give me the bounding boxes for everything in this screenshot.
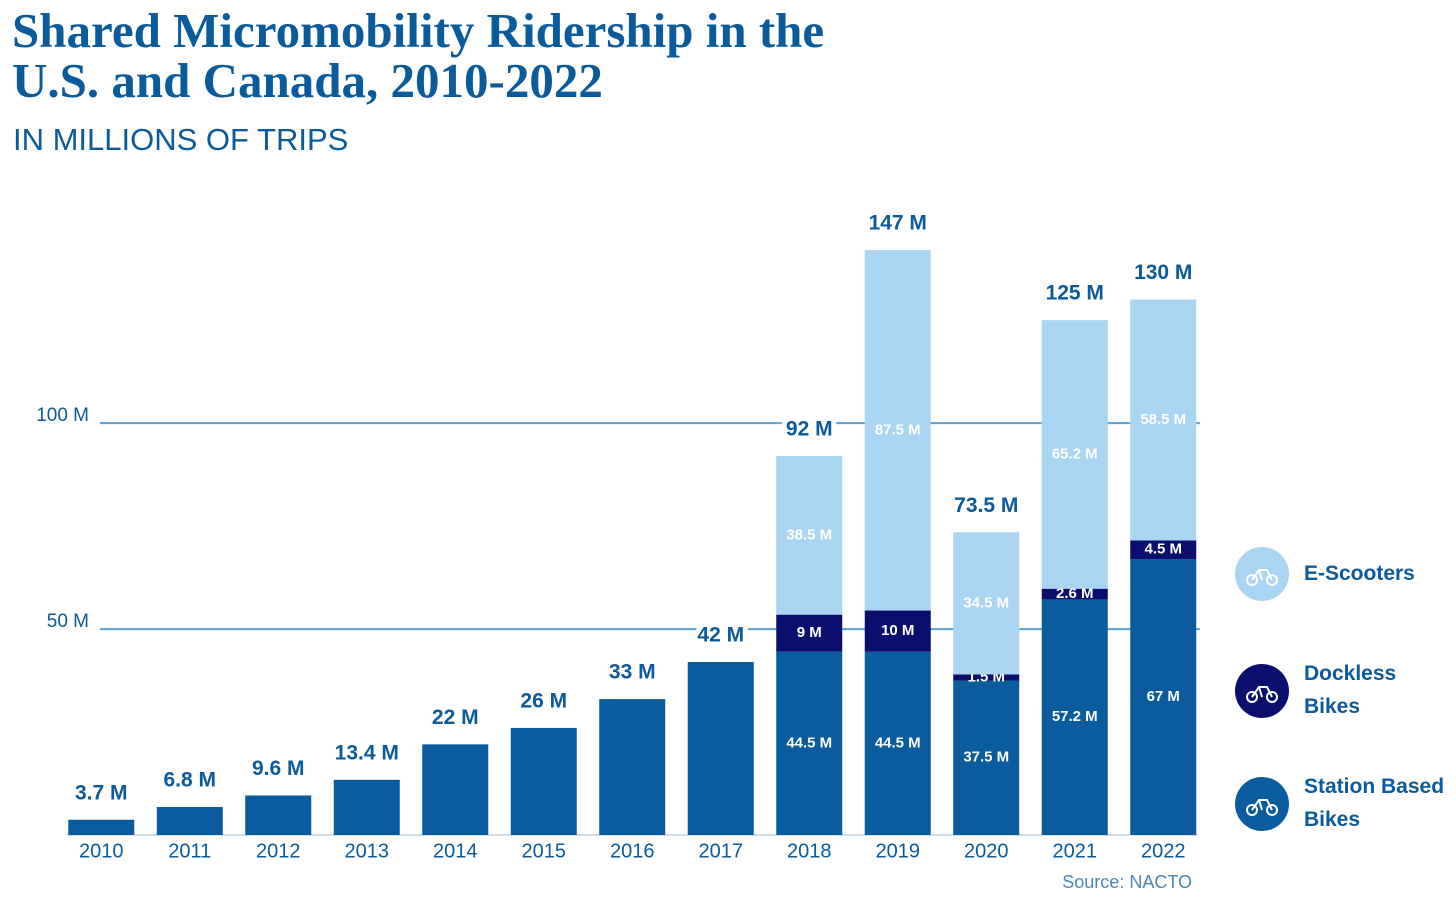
chart-subtitle: IN MILLIONS OF TRIPS: [13, 122, 349, 157]
legend-icon: [1235, 664, 1289, 718]
bar-segment: [1041, 599, 1108, 835]
legend-swatch: [1235, 664, 1289, 718]
total-label: 42 M: [697, 624, 744, 647]
segment-label: 10 M: [881, 622, 914, 639]
bar-segment: [864, 250, 931, 611]
bar-segment: [599, 699, 666, 835]
segment-label: 44.5 M: [875, 734, 921, 751]
bar-segment: [776, 651, 843, 835]
x-tick-label: 2013: [345, 840, 390, 862]
legend-swatch: [1235, 547, 1289, 601]
x-tick-label: 2021: [1053, 840, 1098, 862]
x-tick-label: 2018: [787, 840, 832, 862]
y-tick-label: 50 M: [47, 611, 89, 632]
x-tick-label: 2014: [433, 840, 478, 862]
bar-segment: [864, 651, 931, 835]
total-label: 125 M: [1046, 282, 1104, 305]
bar-segment: [953, 680, 1020, 835]
chart-title: Shared Micromobility Ridership in the U.…: [12, 3, 825, 108]
bar-segment: [156, 806, 223, 835]
segment-label: 2.6 M: [1056, 585, 1094, 602]
bar-segment: [1130, 299, 1197, 541]
bar-segment: [245, 795, 312, 835]
total-label: 13.4 M: [335, 741, 399, 764]
icon-frame: [1251, 569, 1273, 581]
total-label: 73.5 M: [954, 494, 1018, 517]
x-tick-label: 2016: [610, 840, 655, 862]
legend-icon: [1235, 547, 1289, 601]
segment-label: 87.5 M: [875, 421, 921, 438]
x-tick-label: 2020: [964, 840, 1009, 862]
x-tick-label: 2010: [79, 840, 124, 862]
bar-segment: [1130, 540, 1197, 560]
segment-label: 67 M: [1147, 688, 1180, 705]
segment-label: 44.5 M: [786, 734, 832, 751]
bar-segment: [68, 819, 135, 835]
segment-label: 58.5 M: [1140, 411, 1186, 428]
bar-segment: [1130, 559, 1197, 835]
bar-segment: [1041, 588, 1108, 600]
x-tick-label: 2011: [168, 840, 211, 862]
bar-segment: [776, 456, 843, 615]
segment-label: 37.5 M: [963, 749, 1009, 766]
bar-segment: [1041, 320, 1108, 589]
total-label: 3.7 M: [75, 781, 128, 804]
legend-label: Station Based Bikes: [1304, 775, 1445, 831]
segment-label: 38.5 M: [786, 526, 832, 543]
icon-frame: [1251, 686, 1273, 698]
y-tick-label: 100 M: [36, 405, 89, 426]
total-label: 92 M: [786, 418, 833, 441]
total-label: 130 M: [1134, 261, 1192, 284]
total-label: 9.6 M: [252, 757, 305, 780]
total-label: 33 M: [609, 661, 656, 684]
bar-segment: [953, 674, 1020, 681]
x-tick-label: 2017: [699, 840, 744, 862]
bar-segment: [776, 614, 843, 652]
bar-segment: [333, 779, 400, 835]
total-label: 26 M: [520, 689, 567, 712]
bar-segment: [510, 727, 577, 835]
bar-segment: [953, 532, 1020, 675]
total-label: 6.8 M: [163, 769, 216, 792]
segment-label: 9 M: [797, 624, 822, 641]
x-tick-label: 2019: [876, 840, 921, 862]
source: Source: NACTO: [1062, 872, 1192, 892]
legend-label: Dockless Bikes: [1304, 662, 1397, 718]
segment-label: 4.5 M: [1144, 541, 1182, 558]
segment-label: 57.2 M: [1052, 708, 1098, 725]
bar-segment: [687, 662, 754, 835]
x-tick-label: 2022: [1141, 840, 1186, 862]
legend-label: E-Scooters: [1304, 561, 1415, 585]
icon-wheel: [1246, 804, 1258, 816]
segment-label: 34.5 M: [963, 594, 1009, 611]
icon-frame: [1251, 799, 1273, 811]
x-tick-label: 2012: [256, 840, 301, 862]
total-label: 22 M: [432, 706, 479, 729]
legend-icon: [1235, 777, 1289, 831]
total-label: 147 M: [869, 212, 927, 235]
segment-label: 65.2 M: [1052, 445, 1098, 462]
legend-swatch: [1235, 777, 1289, 831]
icon-wheel: [1246, 691, 1258, 703]
icon-wheel: [1266, 804, 1278, 816]
bar-segment: [864, 610, 931, 652]
x-tick-label: 2015: [522, 840, 567, 862]
icon-wheel: [1266, 574, 1278, 586]
bar-segment: [422, 744, 489, 835]
icon-wheel: [1266, 691, 1278, 703]
icon-wheel: [1246, 574, 1258, 586]
